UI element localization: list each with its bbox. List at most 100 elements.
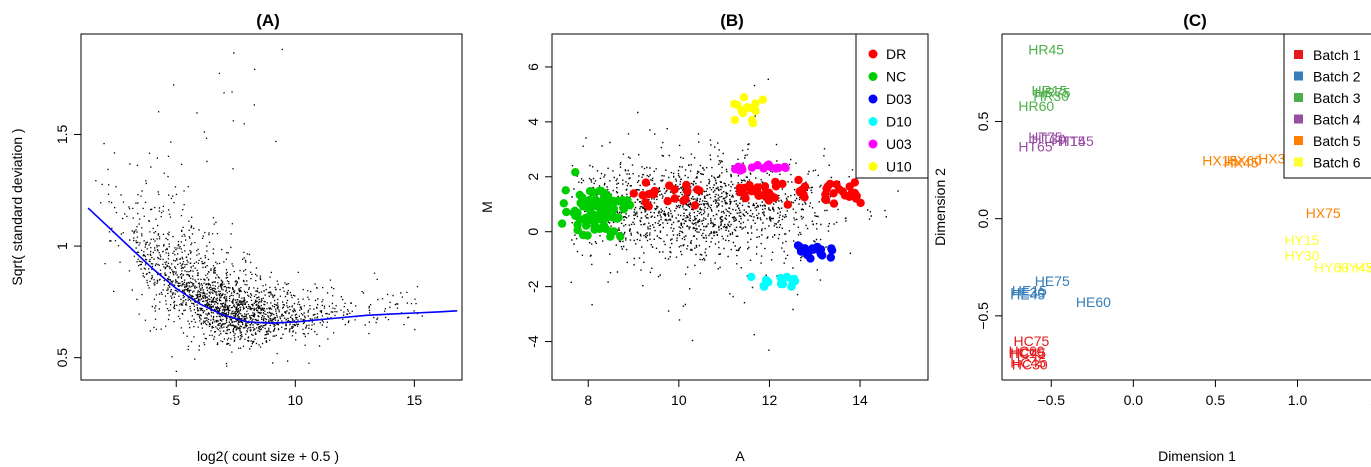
panel-b-point-nc [623, 196, 632, 205]
panel-c-sample-label: HC60 [1009, 343, 1045, 359]
panel-b-point-nc [557, 219, 567, 228]
panel-b-point-d03 [827, 246, 837, 255]
panel-c-sample-label: HY75 [1355, 259, 1371, 275]
panel-b-point-dr [670, 194, 679, 203]
panel-b-y-title: M [479, 201, 495, 213]
panel-b-point-dr [665, 181, 674, 190]
panel-a-x-tick-label: 10 [288, 392, 304, 408]
panel-c-legend: Batch 1 Batch 2 Batch 3 Batch 4 Batch 5 Batch… [1283, 33, 1371, 179]
panel-b-point-d10 [747, 272, 756, 282]
panel-c-x-tick-label: 1.0 [1288, 392, 1308, 408]
panel-c-sample-label: HE60 [1076, 294, 1111, 310]
panel-b-legend: DR NC D03 D10 U03 U10 [855, 33, 929, 179]
panel-b-point-dr [829, 189, 838, 198]
panel-c-legend-label: Batch 4 [1313, 112, 1361, 128]
panel-a-frame [80, 33, 463, 381]
panel-b-legend-swatch [868, 117, 878, 126]
panel-c-sample-label: HR45 [1028, 42, 1064, 58]
panel-b-group-points [557, 93, 865, 291]
panel-b-point-dr [690, 201, 700, 210]
panel-b-point-u10 [751, 99, 760, 108]
panel-a-point-cloud [95, 48, 423, 373]
panel-b-point-nc [581, 213, 590, 223]
panel-b-point-nc [588, 187, 597, 197]
panel-b-point-nc [596, 186, 606, 196]
panel-b-point-dr [770, 193, 779, 202]
panel-c-sample-label: HY60 [1314, 259, 1349, 275]
panel-b-point-nc [571, 168, 580, 177]
panel-c-x-tick-label: −0.5 [1037, 392, 1065, 408]
panel-a: (A) 5 10 15 0.5 1 1.5 log2( count size + 0.5… [9, 11, 463, 464]
panel-a-x-tick-label: 15 [407, 392, 423, 408]
panel-c-legend-label: Batch 5 [1313, 133, 1361, 149]
panel-b-point-nc [601, 224, 610, 234]
panel-b-point-nc [592, 214, 602, 223]
panel-b-point-d03 [793, 241, 803, 250]
panel-c-legend-swatch [1294, 50, 1303, 59]
panel-b-point-dr [629, 189, 638, 198]
panel-b-legend-label: NC [886, 69, 906, 85]
panel-b-legend-label: U03 [886, 136, 912, 152]
panel-b-point-u10 [751, 106, 760, 116]
panel-a-x-tick-label: 5 [172, 392, 180, 408]
panel-b-point-dr [856, 198, 865, 208]
panel-b-point-d03 [826, 253, 835, 262]
panel-b-x-title: A [735, 448, 745, 464]
panel-c-legend-swatch [1294, 157, 1303, 167]
panel-b-point-dr [821, 195, 830, 204]
panel-b-point-dr [840, 191, 850, 200]
panel-b-title: (B) [720, 11, 744, 30]
panel-b-point-dr [852, 191, 861, 201]
panel-c-sample-label: HE75 [1035, 273, 1070, 289]
panel-b-legend-swatch [868, 162, 878, 171]
panel-a-y-axis: 0.5 1 1.5 [54, 125, 81, 367]
panel-c-sample-label: HR60 [1018, 98, 1054, 114]
panel-b-point-dr [682, 180, 691, 190]
panel-b-legend-swatch [868, 72, 878, 81]
panel-b-point-u03 [771, 164, 781, 173]
panel-b-point-nc [562, 207, 571, 217]
panel-a-points [95, 48, 423, 373]
panel-c-sample-label: HE15 [1012, 283, 1047, 299]
panel-b-point-u10 [730, 115, 740, 125]
panel-b-point-dr [683, 187, 692, 196]
panel-c-x-axis: −0.5 0.0 0.5 1.0 1.5 [1037, 380, 1371, 408]
panel-a-title: (A) [256, 11, 280, 30]
panel-c-y-tick-label: 0.0 [975, 209, 991, 229]
panel-b-y-tick-label: 2 [525, 173, 541, 181]
panel-b-legend-swatch [868, 49, 878, 59]
panel-c-x-tick-label: 1.5 [1370, 392, 1371, 408]
panel-b-point-u03 [747, 163, 757, 172]
panel-b-point-dr [751, 187, 760, 196]
panel-b-point-nc [579, 202, 588, 211]
panel-c-sample-label: HR15 [1032, 82, 1068, 98]
panel-b-point-d03 [808, 244, 817, 253]
panel-b-point-nc [570, 206, 580, 215]
panel-b-y-tick-label: 0 [525, 228, 541, 236]
panel-b-x-tick-label: 12 [762, 392, 778, 408]
panel-b-frame [551, 33, 929, 381]
panel-c-sample-label: HX15 [1202, 152, 1237, 168]
panel-a-y-tick-label: 1.5 [54, 125, 70, 145]
panel-c-sample-label: HC30 [1012, 356, 1048, 372]
panel-c-sample-label: HC45 [1010, 355, 1046, 371]
panel-b-legend-swatch [868, 94, 878, 104]
panel-c-sample-label: HY15 [1284, 232, 1319, 248]
panel-c-y-title: Dimension 2 [932, 168, 948, 246]
panel-b-point-nc [616, 232, 625, 241]
panel-b-point-dr [823, 182, 832, 191]
panel-b-legend-swatch [868, 139, 878, 149]
panel-b-y-tick-label: 4 [525, 118, 541, 126]
panel-b-point-dr [741, 194, 750, 203]
panel-b-y-tick-label: -2 [525, 280, 541, 293]
panel-b-point-dr [829, 199, 839, 208]
panel-b-point-nc [614, 213, 623, 222]
panel-c-legend-swatch [1294, 136, 1303, 145]
panel-c-sample-label: HC15 [1009, 345, 1045, 361]
panel-b-point-dr [771, 182, 781, 191]
panel-b-point-dr [760, 189, 769, 199]
panel-b-y-tick-label: 6 [525, 63, 541, 71]
panel-b-point-nc [578, 230, 588, 240]
panel-a-y-title: Sqrt( standard deviation ) [9, 128, 25, 285]
